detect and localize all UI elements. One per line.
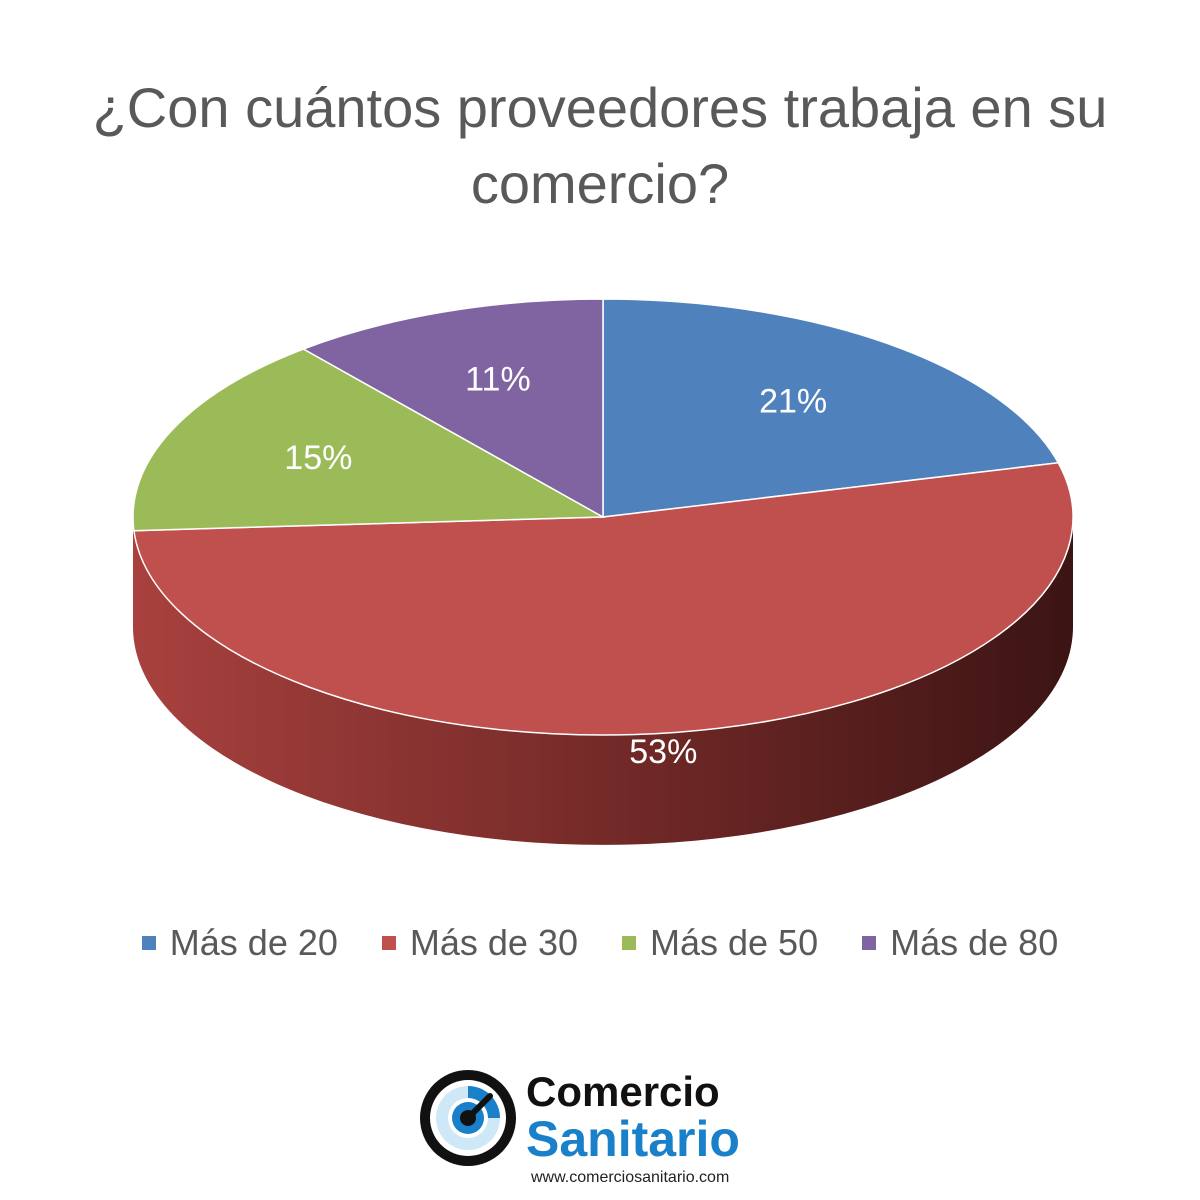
chart-title-line-2: comercio? [470, 152, 730, 215]
legend-item-mas-de-50: Más de 50 [622, 922, 818, 964]
legend-item-mas-de-30: Más de 30 [381, 922, 578, 964]
data-label-mas-de-50: 15% [284, 439, 352, 477]
brand-name-line-2: Sanitario [526, 1111, 740, 1167]
legend-label-mas-de-30: Más de 30 [409, 922, 578, 963]
legend-label-mas-de-80: Más de 80 [890, 922, 1059, 963]
legend-swatch-mas-de-30 [381, 936, 396, 950]
pie-side-wall [133, 517, 1073, 845]
legend: Más de 20 Más de 30 Más de 50 Más de 80 [0, 922, 1200, 964]
legend-label-mas-de-20: Más de 20 [169, 922, 338, 963]
legend-swatch-mas-de-50 [622, 936, 636, 950]
pie-slice-mas-de-20 [602, 298, 1060, 518]
legend-label-mas-de-50: Más de 50 [650, 922, 819, 963]
brand-gauge-icon [420, 1070, 516, 1166]
pie-slice-mas-de-50 [132, 348, 606, 532]
brand-name-line-1: Comercio [526, 1068, 720, 1115]
legend-swatch-mas-de-80 [862, 936, 877, 950]
legend-swatch-mas-de-20 [141, 936, 156, 950]
data-label-mas-de-80: 11% [465, 361, 531, 399]
legend-item-mas-de-20: Más de 20 [141, 922, 338, 964]
data-label-mas-de-20: 21% [759, 382, 827, 420]
data-label-mas-de-30: 53% [629, 733, 697, 771]
brand-logo: Comercio Sanitario www.comerciosanitario… [416, 1062, 796, 1187]
pie-slice-mas-de-30 [133, 461, 1074, 736]
chart-title-line-1: ¿Con cuántos proveedores trabaja en su [92, 76, 1108, 139]
chart-title: ¿Con cuántos proveedores trabaja en su c… [0, 70, 1200, 222]
brand-url: www.comerciosanitario.com [531, 1169, 730, 1186]
legend-item-mas-de-80: Más de 80 [862, 922, 1058, 964]
pie-slice-mas-de-80 [301, 298, 604, 519]
